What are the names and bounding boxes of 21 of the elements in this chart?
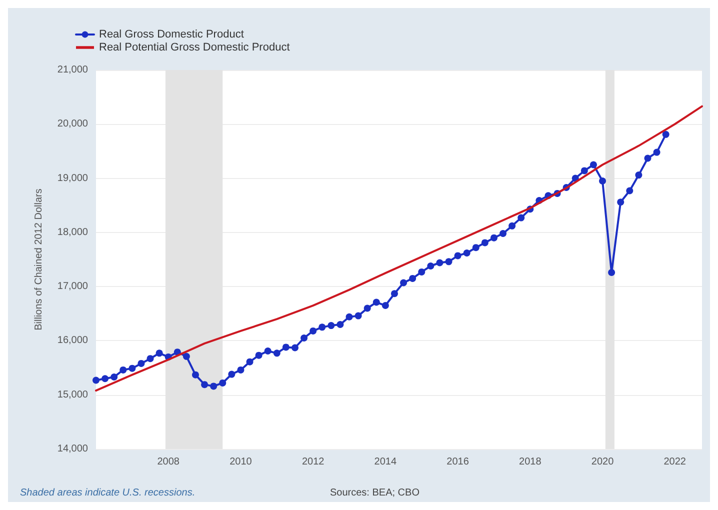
text: Shaded areas indicate U.S. recessions. <box>20 488 196 498</box>
legend-label: Real Gross Domestic Product <box>99 28 244 40</box>
source-note: Sources: BEA; CBO <box>330 488 420 498</box>
x-tick-label: 2014 <box>374 456 397 468</box>
x-tick-label: 2012 <box>302 456 325 468</box>
x-tick-label: 2022 <box>664 456 686 468</box>
y-tick-label: 19,000 <box>57 172 88 184</box>
legend-label: Real Potential Gross Domestic Product <box>99 42 290 54</box>
x-tick-label: 2010 <box>230 456 252 468</box>
x-tick-label: 2018 <box>519 456 542 468</box>
x-tick-label: 2008 <box>157 456 180 468</box>
x-tick-label: 2016 <box>446 456 470 468</box>
y-tick-label: 14,000 <box>57 444 88 454</box>
y-tick-label: 18,000 <box>57 226 88 238</box>
y-tick-label: 17,000 <box>57 281 88 292</box>
y-tick-label: 15,000 <box>57 389 88 400</box>
y-tick-label: 16,000 <box>57 335 88 346</box>
y-tick-label: 21,000 <box>57 64 88 76</box>
x-tick-label: 2020 <box>591 456 614 468</box>
y-axis-title: Billions of Chained 2012 Dollars <box>34 188 44 330</box>
y-tick-label: 20,000 <box>57 118 88 130</box>
